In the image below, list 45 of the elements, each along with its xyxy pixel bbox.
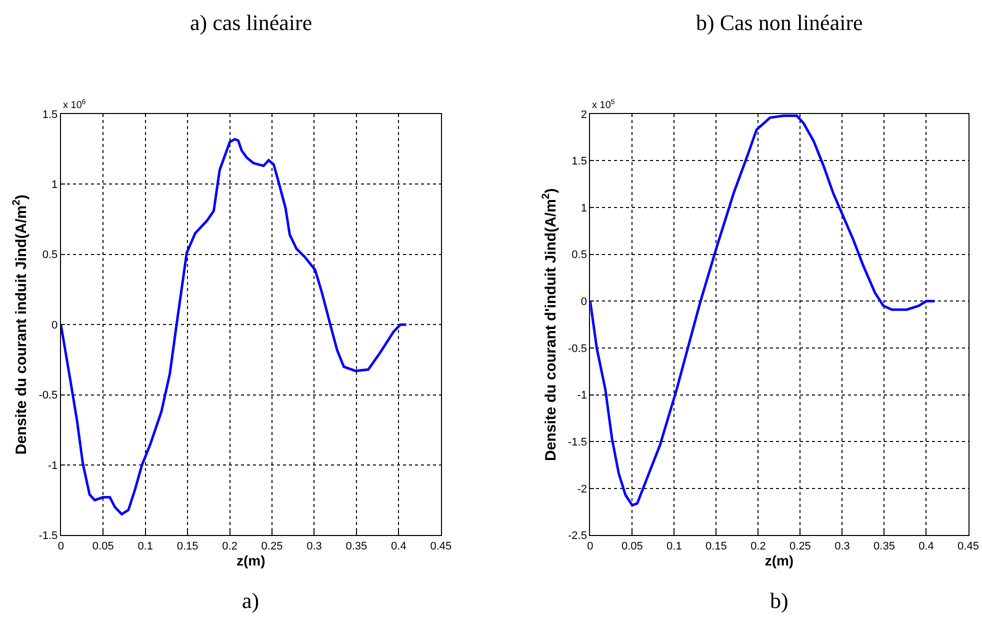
y-tick-label: 0: [580, 296, 587, 308]
y-tick-label: -2.5: [568, 530, 587, 542]
x-tick-label: 0.4: [391, 540, 406, 552]
x-tick-label: 0.25: [790, 540, 811, 552]
x-tick-label: 0.1: [138, 540, 153, 552]
chart-title: a) cas linéaire: [190, 10, 312, 35]
y-tick-label: -1: [48, 460, 58, 472]
x-tick-label: 0.35: [874, 540, 895, 552]
y-tick-label: -1.5: [568, 436, 587, 448]
x-tick-label: 0.05: [621, 540, 643, 552]
x-tick-label: 0.3: [306, 540, 322, 552]
y-tick-label: -2: [577, 483, 587, 496]
x-axis-title: z(m): [764, 552, 794, 568]
text: x 10$^{5}$: [592, 99, 615, 112]
y-tick-label: 1.5: [572, 156, 587, 168]
y-tick-label: 2: [580, 108, 587, 121]
text: x 10$^{6}$: [63, 99, 86, 112]
x-tick-label: 0.1: [666, 540, 682, 552]
text: b): [770, 588, 788, 613]
chart-title: b) Cas non linéaire: [696, 10, 863, 35]
y-tick-label: 1: [52, 179, 58, 191]
text: a): [242, 588, 260, 613]
y-tick-label: 0: [52, 319, 58, 332]
x-tick-label: 0.35: [346, 540, 368, 552]
y-tick-label: -0.5: [568, 342, 587, 355]
x-axis-title: z(m): [236, 552, 266, 568]
y-tick-label: 1.5: [42, 108, 58, 121]
y-tick-label: -0.5: [38, 390, 58, 402]
x-tick-label: 0.25: [261, 540, 283, 552]
y-tick-label: -1: [577, 390, 587, 402]
x-tick-label: 0.4: [918, 540, 934, 552]
y-tick-label: 1: [580, 202, 587, 214]
x-tick-label: 0.15: [705, 540, 727, 552]
x-tick-label: 0.3: [834, 540, 850, 552]
x-tick-label: 0.2: [222, 540, 238, 552]
x-tick-label: 0.45: [430, 540, 452, 552]
line-series: [60, 138, 408, 516]
x-tick-label: 0.45: [958, 540, 979, 552]
y-tick-label: 0.5: [42, 249, 58, 262]
x-tick-label: 0.2: [750, 540, 766, 552]
y-tick-label: -1.5: [38, 530, 58, 542]
x-tick-label: 0.05: [92, 540, 114, 552]
line-series: [590, 114, 936, 507]
y-tick-label: 0.5: [572, 249, 587, 262]
x-tick-label: 0.15: [176, 540, 198, 552]
